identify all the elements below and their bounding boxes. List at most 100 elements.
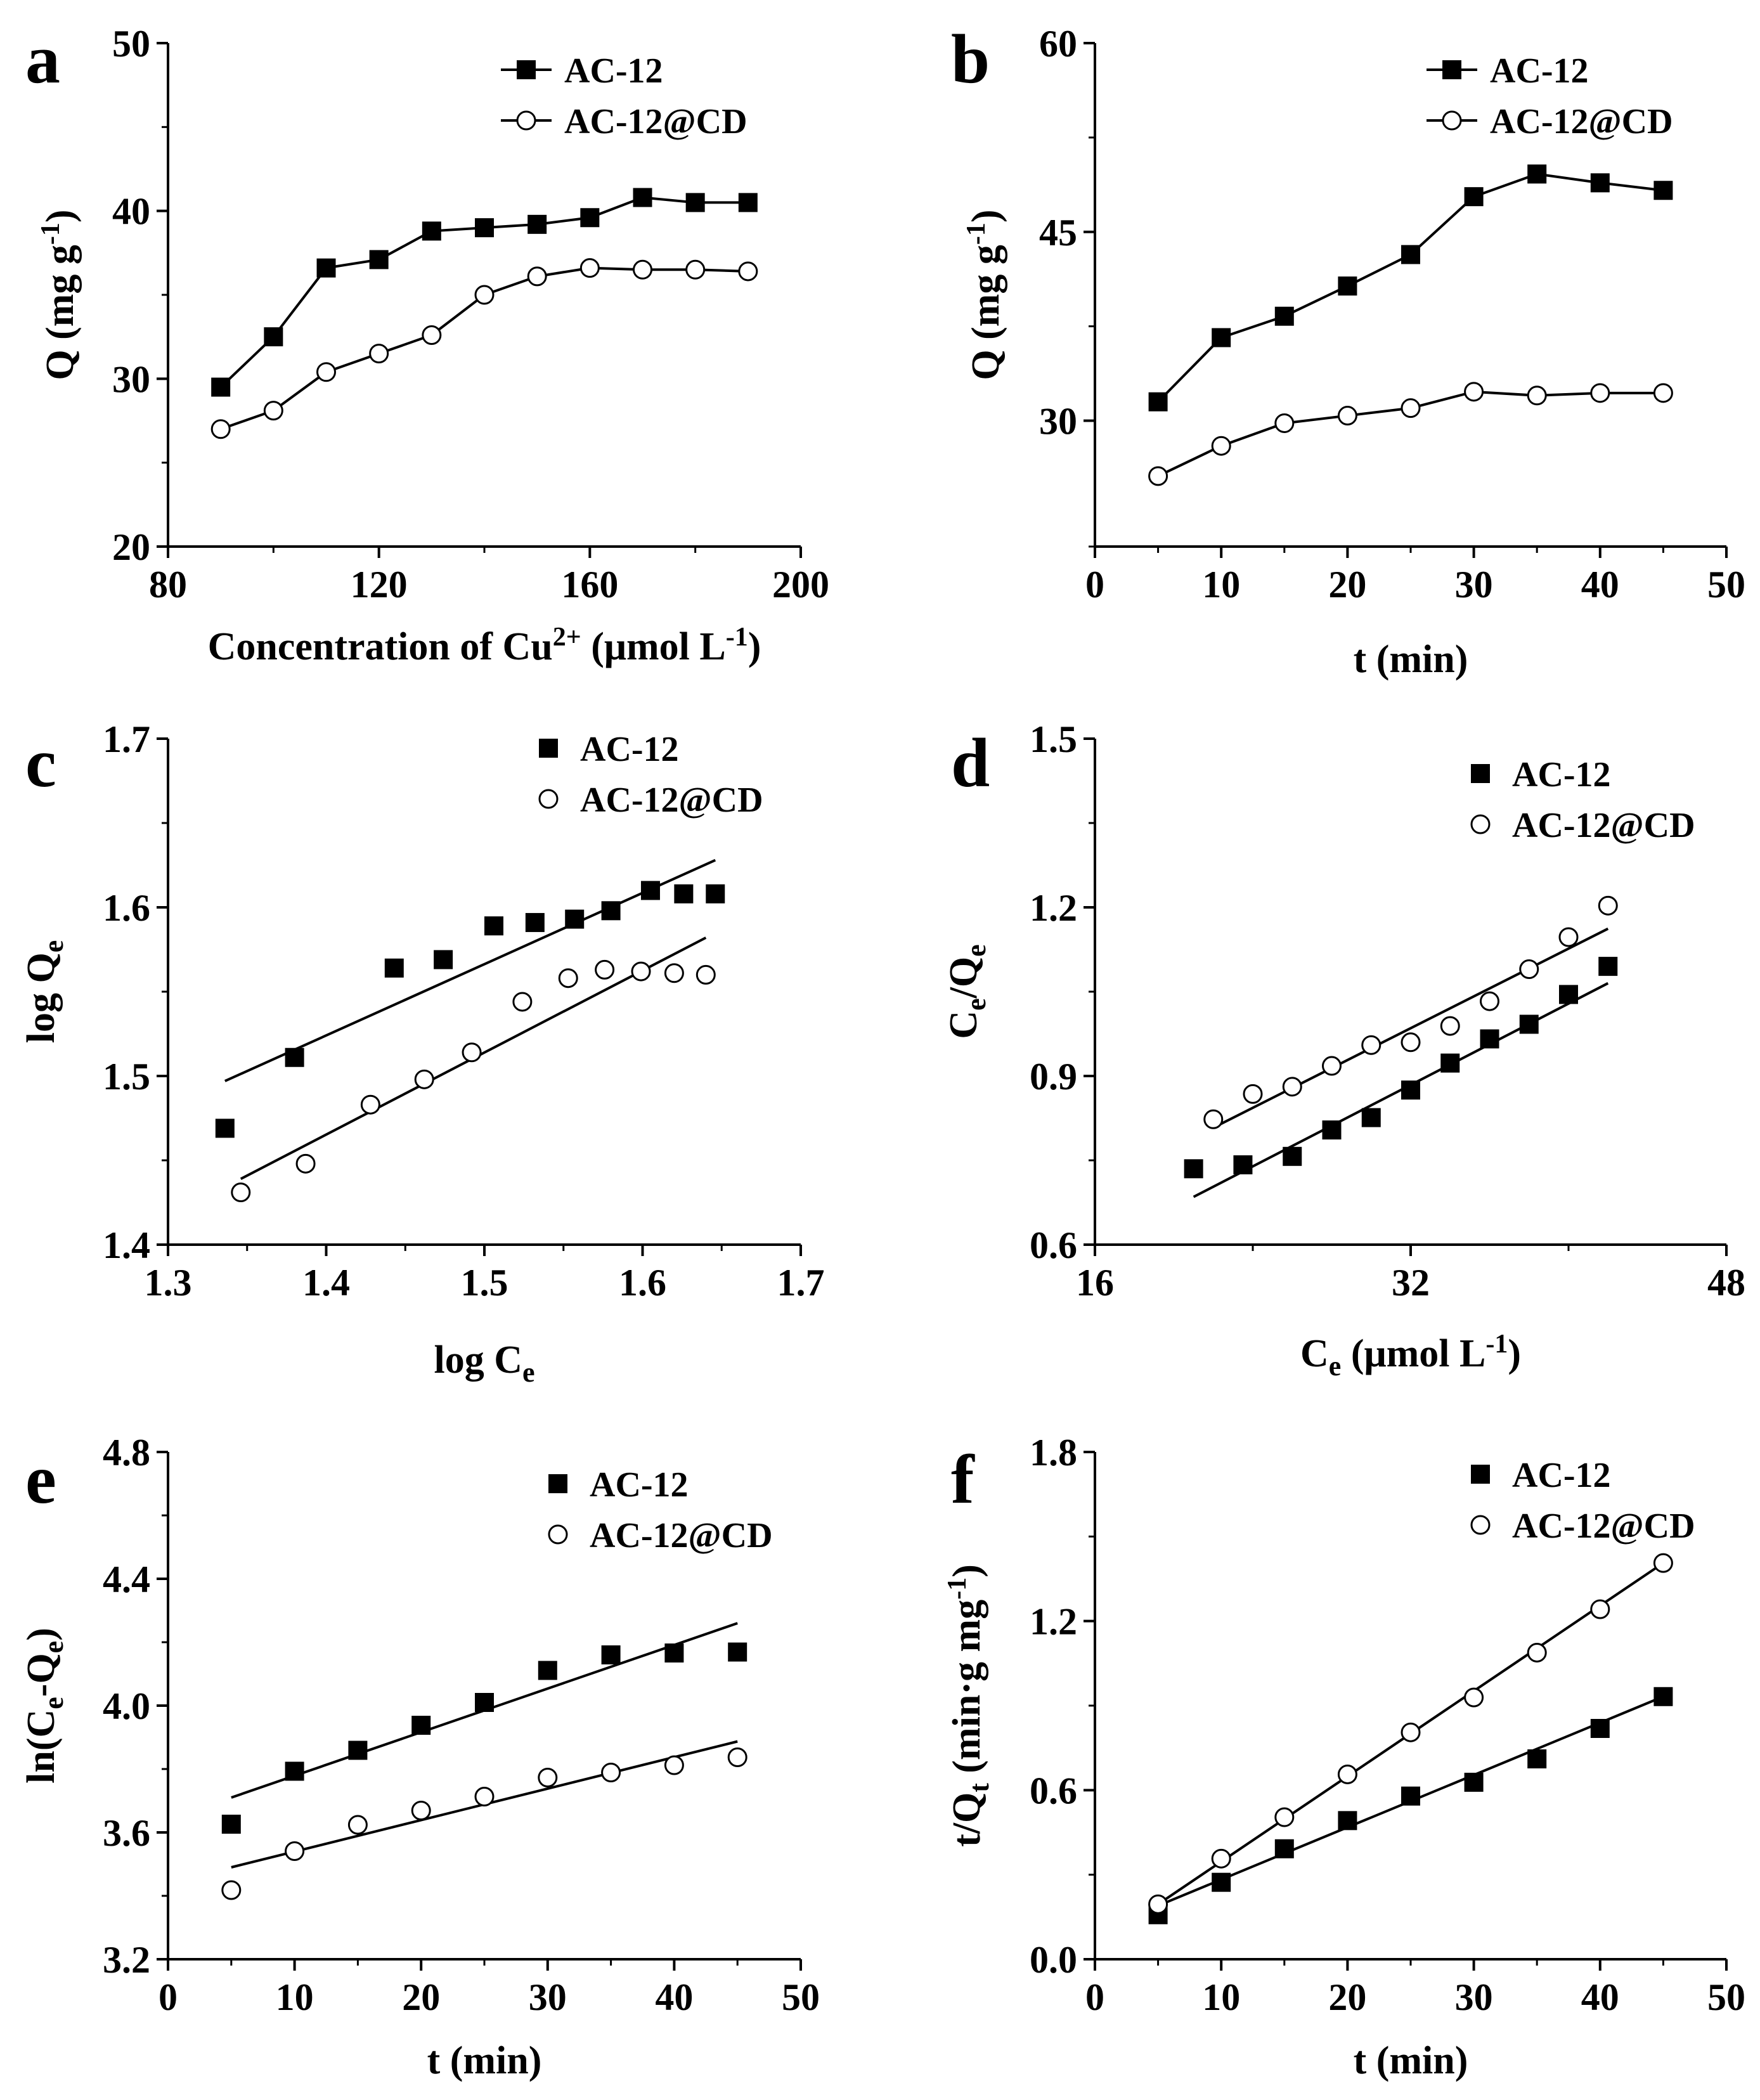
axis-title-part: e bbox=[522, 1357, 535, 1388]
data-point bbox=[1322, 1056, 1342, 1076]
data-point bbox=[664, 1755, 684, 1775]
series-ac-12 bbox=[221, 1622, 747, 1834]
axis-title-part: e bbox=[38, 1641, 69, 1654]
data-point bbox=[738, 193, 758, 212]
axis-title-part: Cu bbox=[503, 625, 553, 668]
data-point bbox=[474, 1787, 495, 1806]
y-tick-label: 40 bbox=[112, 191, 150, 233]
legend-label: AC-12@CD bbox=[1512, 806, 1695, 845]
y-tick-label: 3.2 bbox=[103, 1939, 150, 1981]
y-tick-label: 1.2 bbox=[1030, 1601, 1077, 1643]
data-point bbox=[1212, 328, 1231, 347]
data-point bbox=[1233, 1155, 1253, 1175]
x-tick-label: 50 bbox=[1707, 1976, 1745, 2018]
y-tick-label: 20 bbox=[112, 526, 150, 568]
x-tick-label: 1.6 bbox=[619, 1262, 666, 1304]
y-tick-label: 4.4 bbox=[103, 1559, 150, 1600]
data-point bbox=[215, 1118, 235, 1138]
data-point bbox=[565, 909, 585, 929]
x-tick-label: 30 bbox=[1455, 564, 1493, 606]
data-point bbox=[1148, 466, 1168, 486]
data-point bbox=[484, 916, 503, 936]
legend-marker bbox=[548, 1474, 567, 1493]
data-point bbox=[1243, 1084, 1263, 1104]
axis-title-part: e bbox=[961, 998, 992, 1011]
data-point bbox=[640, 881, 660, 900]
legend-marker bbox=[548, 1524, 568, 1545]
data-point bbox=[727, 1747, 747, 1767]
axis-title-part: Q bbox=[942, 957, 985, 987]
x-tick-label: 1.3 bbox=[145, 1262, 192, 1304]
data-point bbox=[1653, 1553, 1673, 1573]
panel-e: e0 10 20 30 40 503.23.64.04.44.8t (min)ln(Ce-… bbox=[20, 1432, 820, 2082]
data-point bbox=[263, 401, 283, 421]
legend-entry: AC-12@CD bbox=[538, 781, 763, 820]
x-tick-label: 40 bbox=[655, 1976, 693, 2018]
panel-f: f 0 10 20 30 40 50 0.0 0.6 1.2 1.8 t (min) t/Qt (min… bbox=[943, 1432, 1745, 2082]
data-point bbox=[1519, 959, 1539, 980]
y-tick-label: 0.0 bbox=[1030, 1939, 1077, 1981]
x-tick-label: 20 bbox=[1328, 1976, 1366, 2018]
data-point bbox=[221, 1815, 241, 1834]
panel-letter: e bbox=[25, 1441, 56, 1518]
legend-entry: AC-12 bbox=[1471, 755, 1611, 794]
data-point bbox=[316, 362, 336, 382]
axis-title-part: (μmol bbox=[1341, 1332, 1459, 1375]
axis-title-part: ln( bbox=[20, 1738, 63, 1784]
panel-b: b 0 10 20 30 40 50 30 45 60 t (min) Q (mg g-1) AC-12… bbox=[951, 20, 1745, 681]
y-tick-label: 1.4 bbox=[103, 1224, 150, 1266]
x-tick-label: 50 bbox=[1707, 564, 1745, 606]
x-tick-label: 10 bbox=[1202, 1976, 1240, 2018]
data-point bbox=[1401, 1722, 1421, 1742]
data-point bbox=[685, 193, 705, 212]
axis-title-part: e bbox=[38, 940, 69, 953]
axis-title-part: Q (mg bbox=[964, 264, 1007, 380]
data-point bbox=[1558, 927, 1579, 947]
y-tick-label: 30 bbox=[1039, 401, 1077, 443]
x-tick-label: 20 bbox=[402, 1976, 440, 2018]
axis-title-part: g bbox=[39, 245, 82, 264]
data-point bbox=[1464, 1772, 1484, 1792]
legend-marker bbox=[1470, 1515, 1491, 1535]
x-tick-label: 10 bbox=[1202, 564, 1240, 606]
axis-title-part: log bbox=[20, 983, 63, 1044]
data-point bbox=[1212, 1872, 1231, 1892]
series-ac-12-cd bbox=[1148, 1553, 1673, 1914]
y-tick-label: 60 bbox=[1039, 23, 1077, 65]
legend-marker bbox=[517, 60, 536, 79]
axis-title-part: ) bbox=[945, 1564, 988, 1578]
data-point bbox=[1653, 1687, 1673, 1706]
data-point bbox=[1401, 1032, 1421, 1053]
data-point bbox=[211, 377, 231, 397]
data-point bbox=[674, 884, 694, 904]
x-tick-label: 32 bbox=[1392, 1262, 1430, 1304]
data-point bbox=[434, 950, 453, 969]
data-point bbox=[411, 1716, 431, 1735]
axis-title-part: -1 bbox=[962, 223, 991, 245]
axis-title-part: C bbox=[494, 1338, 522, 1382]
series-ac-12 bbox=[1148, 1687, 1673, 1924]
y-axis-title: Q (mg g-1) bbox=[36, 209, 82, 380]
axis-title-part: mg bbox=[945, 1600, 988, 1652]
series-ac-12 bbox=[1184, 957, 1618, 1198]
data-point bbox=[1401, 245, 1420, 264]
data-point bbox=[633, 188, 652, 207]
axis-title-part: L bbox=[699, 625, 725, 668]
series-ac-12-cd bbox=[231, 937, 716, 1203]
data-point bbox=[1337, 1764, 1357, 1784]
y-tick-label: 30 bbox=[112, 358, 150, 400]
legend-label: AC-12 bbox=[580, 730, 679, 769]
data-point bbox=[664, 1643, 684, 1662]
x-tick-label: 1.5 bbox=[461, 1262, 508, 1304]
legend-label: AC-12@CD bbox=[1490, 102, 1673, 141]
data-point bbox=[1283, 1146, 1302, 1166]
x-axis-title: t (min) bbox=[427, 2039, 542, 2082]
x-tick-label: 30 bbox=[529, 1976, 567, 2018]
x-tick-label: 40 bbox=[1581, 564, 1619, 606]
axis-title-part: ) bbox=[1508, 1332, 1521, 1375]
legend-label: AC-12@CD bbox=[580, 781, 763, 820]
legend-marker bbox=[538, 789, 559, 809]
y-tick-label: 1.5 bbox=[103, 1056, 150, 1098]
data-point bbox=[414, 1069, 434, 1089]
data-point bbox=[1401, 1080, 1420, 1100]
